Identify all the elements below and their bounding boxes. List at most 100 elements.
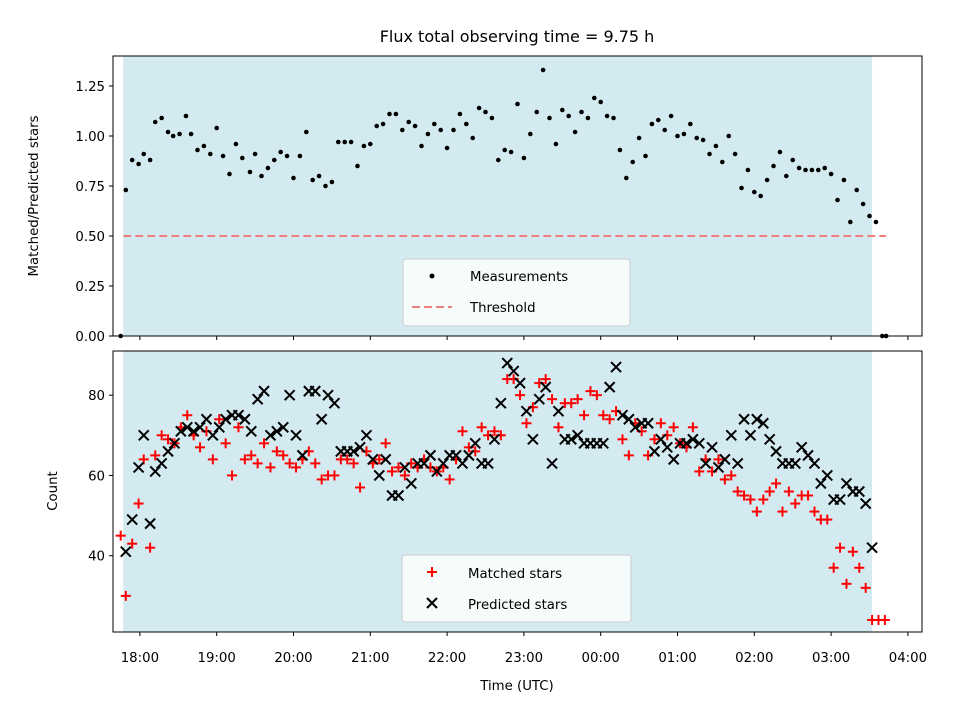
predicted-star-point xyxy=(168,437,181,450)
measurement-point xyxy=(419,143,424,149)
predicted-star-point xyxy=(738,413,750,425)
matched-star-point xyxy=(476,422,487,433)
matched-star-point xyxy=(271,446,282,457)
measurement-point xyxy=(515,101,520,107)
top-y-tick-label: 1.00 xyxy=(75,130,105,145)
measurement-point xyxy=(611,115,616,121)
measurement-point xyxy=(784,173,789,179)
measurement-point xyxy=(816,167,821,173)
predicted-star-point xyxy=(162,445,174,458)
predicted-star-point xyxy=(200,413,213,425)
measurement-point xyxy=(854,187,860,193)
matched-star-point xyxy=(214,414,225,425)
measurement-point xyxy=(668,113,674,119)
measurement-point xyxy=(278,149,283,155)
matched-star-point xyxy=(547,394,558,405)
predicted-star-point xyxy=(539,381,552,393)
top-chart-title: Flux total observing time = 9.75 h xyxy=(380,27,655,46)
measurement-point xyxy=(355,163,360,169)
matched-star-point xyxy=(745,494,756,505)
predicted-star-point xyxy=(328,397,341,409)
matched-star-point xyxy=(278,450,289,461)
predicted-star-point xyxy=(514,377,526,389)
matched-star-point xyxy=(655,418,666,429)
predicted-star-point xyxy=(610,361,622,373)
bottom-x-tick-label: 23:00 xyxy=(505,651,543,666)
matched-star-point xyxy=(732,486,743,497)
measurement-point xyxy=(835,197,840,203)
predicted-star-point xyxy=(648,445,661,458)
matched-star-point xyxy=(393,462,404,473)
predicted-star-point xyxy=(667,453,680,466)
predicted-star-point xyxy=(706,441,718,454)
measurement-point xyxy=(758,193,764,199)
legend-measurements-label: Measurements xyxy=(470,270,568,285)
predicted-star-point xyxy=(520,405,533,417)
measurement-point xyxy=(585,115,591,121)
predicted-star-point xyxy=(187,425,200,437)
predicted-star-point xyxy=(815,477,827,490)
matched-star-point xyxy=(399,470,410,481)
matched-star-point xyxy=(220,438,231,449)
predicted-star-point xyxy=(120,546,132,558)
measurement-point xyxy=(259,173,264,179)
matched-star-point xyxy=(854,562,865,573)
measurement-point xyxy=(342,139,347,145)
measurement-point xyxy=(643,153,648,159)
measurement-point xyxy=(201,143,207,149)
matched-star-point xyxy=(719,474,730,485)
predicted-star-point xyxy=(360,429,373,442)
legend-matched-marker xyxy=(427,567,437,577)
measurement-point xyxy=(553,141,559,147)
measurement-point xyxy=(195,147,200,153)
predicted-star-point xyxy=(232,409,245,421)
measurement-point xyxy=(649,121,655,127)
bottom-y-axis-label: Count xyxy=(46,471,61,511)
matched-star-point xyxy=(182,410,193,421)
measurement-point xyxy=(335,139,341,145)
predicted-star-point xyxy=(616,409,629,421)
predicted-star-point xyxy=(859,497,872,510)
predicted-star-point xyxy=(866,541,878,554)
predicted-star-point xyxy=(731,457,744,470)
predicted-star-point xyxy=(495,397,507,409)
measurement-point xyxy=(867,213,872,219)
measurement-point xyxy=(284,153,290,159)
matched-star-point xyxy=(444,474,455,485)
matched-star-point xyxy=(387,466,398,477)
measurement-point xyxy=(463,121,469,127)
measurement-point xyxy=(310,177,315,183)
predicted-star-point xyxy=(795,441,808,454)
measurement-point xyxy=(412,123,418,129)
measurement-point xyxy=(547,115,552,121)
measurement-point xyxy=(374,123,379,129)
predicted-star-point xyxy=(463,449,475,462)
bottom-y-ticks: 40 60 80 xyxy=(88,389,113,565)
measurement-point xyxy=(508,149,514,155)
matched-star-point xyxy=(572,394,583,405)
predicted-star-point xyxy=(763,433,776,446)
measurement-point xyxy=(745,167,751,173)
measurement-point xyxy=(136,161,141,167)
matched-star-point xyxy=(374,454,385,465)
top-legend-box xyxy=(402,258,631,327)
measurement-point xyxy=(694,135,700,141)
matched-star-point xyxy=(348,458,359,469)
measurement-point xyxy=(540,67,546,73)
measurement-point xyxy=(265,165,271,171)
predicted-star-point xyxy=(507,365,520,377)
bottom-legend: Matched stars Predicted stars xyxy=(401,554,632,623)
matched-star-point xyxy=(120,590,131,601)
legend-measurements-marker xyxy=(429,273,435,279)
top-x-ticks xyxy=(139,336,909,340)
predicted-star-point xyxy=(245,425,257,437)
predicted-star-point xyxy=(552,405,565,417)
measurement-point xyxy=(828,171,834,177)
measurement-point xyxy=(707,151,712,157)
predicted-star-point xyxy=(213,421,225,433)
predicted-star-point xyxy=(501,357,513,369)
predicted-star-point xyxy=(597,437,609,450)
matched-star-point xyxy=(617,434,628,445)
predicted-star-point xyxy=(347,445,360,458)
predicted-star-point xyxy=(450,449,462,462)
